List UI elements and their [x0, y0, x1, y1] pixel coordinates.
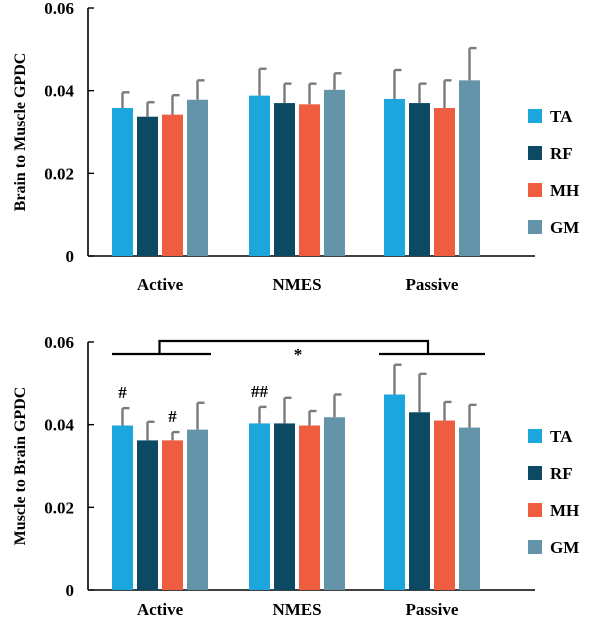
bar-gm-active [187, 429, 208, 590]
bar-rf-active [137, 440, 158, 590]
bar-gm-passive [459, 427, 480, 590]
y-tick-label: 0.02 [44, 164, 74, 183]
bar-gm-active [187, 99, 208, 256]
bar-rf-passive [409, 412, 430, 590]
category-label-active: Active [137, 275, 184, 294]
legend-label-mh: MH [550, 181, 579, 200]
bar-mh-passive [434, 420, 455, 590]
legend-swatch-mh [528, 503, 542, 517]
bar-ta-passive [384, 98, 405, 256]
y-tick-label: 0 [66, 581, 75, 600]
bar-ta-active [112, 425, 133, 590]
bar-rf-nmes [274, 423, 295, 590]
legend-swatch-mh [528, 183, 542, 197]
legend-label-mh: MH [550, 501, 579, 520]
bar-gm-passive [459, 80, 480, 256]
significance-hash: # [168, 407, 177, 426]
bar-rf-active [137, 116, 158, 256]
legend-label-rf: RF [550, 464, 573, 483]
significance-bracket [158, 339, 430, 354]
bar-mh-active [162, 440, 183, 590]
category-label-nmes: NMES [272, 600, 321, 619]
legend-swatch-gm [528, 540, 542, 554]
bar-mh-passive [434, 108, 455, 256]
y-tick-label: 0.04 [44, 82, 74, 101]
y-tick-label: 0.06 [44, 333, 74, 352]
bar-rf-nmes [274, 103, 295, 256]
y-tick-label: 0.06 [44, 0, 74, 18]
y-tick-label: 0.04 [44, 416, 74, 435]
bar-mh-active [162, 114, 183, 256]
bar-gm-nmes [324, 89, 345, 256]
y-axis-label: Brain to Muscle GPDC [12, 53, 29, 212]
bar-mh-nmes [299, 104, 320, 256]
bar-gm-nmes [324, 417, 345, 590]
legend-label-ta: TA [550, 427, 573, 446]
significance-star: * [294, 345, 303, 364]
significance-hash: # [118, 383, 127, 402]
legend-swatch-rf [528, 466, 542, 480]
category-label-active: Active [137, 600, 184, 619]
legend-label-rf: RF [550, 144, 573, 163]
significance-hash: ## [251, 382, 269, 401]
category-label-passive: Passive [406, 600, 459, 619]
y-tick-label: 0 [66, 247, 75, 266]
category-label-passive: Passive [406, 275, 459, 294]
y-axis-label: Muscle to Brain GPDC [12, 387, 29, 546]
bar-mh-nmes [299, 425, 320, 590]
bar-ta-nmes [249, 95, 270, 256]
bar-ta-active [112, 108, 133, 256]
bar-rf-passive [409, 103, 430, 256]
legend-label-ta: TA [550, 107, 573, 126]
category-label-nmes: NMES [272, 275, 321, 294]
bar-ta-nmes [249, 423, 270, 590]
legend-swatch-ta [528, 429, 542, 443]
legend-label-gm: GM [550, 218, 579, 237]
legend-swatch-rf [528, 146, 542, 160]
legend-swatch-ta [528, 109, 542, 123]
bar-ta-passive [384, 394, 405, 590]
legend-swatch-gm [528, 220, 542, 234]
legend-label-gm: GM [550, 538, 579, 557]
y-tick-label: 0.02 [44, 498, 74, 517]
